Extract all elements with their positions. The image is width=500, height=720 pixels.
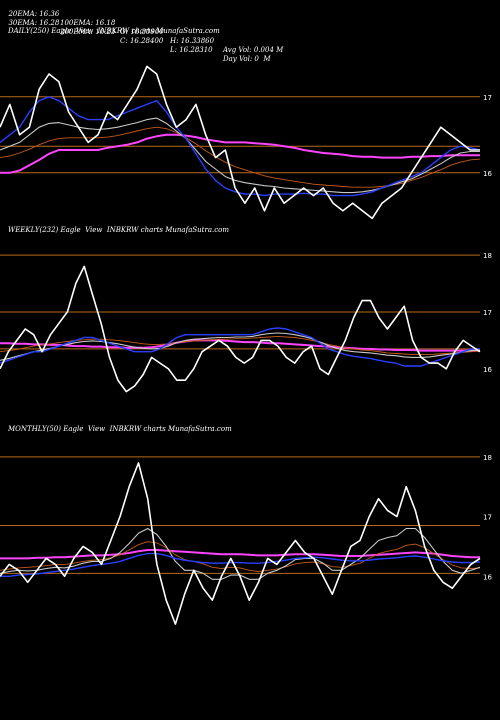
weekly-y-tick-label: 18	[483, 252, 492, 260]
weekly-ema-slow-line	[0, 335, 481, 356]
daily-ema-fast-line	[0, 96, 481, 197]
monthly-ema-fast-line	[0, 552, 481, 578]
ema20-readout: 20EMA: 16.36	[8, 10, 60, 18]
ema100-readout: 100EMA: 16.18	[60, 19, 116, 27]
ema200-readout: 200EMA: 16.23	[60, 28, 116, 36]
ema30-readout: 30EMA: 16.28	[8, 19, 60, 27]
monthly-chart-panel: 18 17 16	[0, 454, 492, 625]
open-readout: O: 16.30900	[120, 28, 164, 36]
weekly-ema-long-line	[0, 339, 480, 352]
weekly-price-line	[0, 265, 481, 393]
daily-panel-title: DAILY(250) Eagle View INBKRW charts Muna…	[8, 27, 220, 35]
weekly-panel-title: WEEKLY(232) Eagle View INBKRW charts Mun…	[8, 226, 229, 234]
daily-ema-long-line	[0, 133, 480, 174]
monthly-ema-long-line	[0, 549, 480, 560]
daily-ema-slow-line	[0, 126, 481, 188]
close-readout: C: 16.28400	[120, 37, 164, 45]
monthly-price-line	[0, 462, 481, 625]
monthly-y-tick-label: 17	[483, 514, 492, 522]
header-row-1: 20EMA: 16.36 100EMA: 16.18 O: 16.30900 H…	[4, 1, 283, 55]
daily-ema-mid-line	[0, 117, 480, 194]
monthly-ema-slow-line	[0, 541, 481, 572]
weekly-y-tick-label: 17	[483, 309, 492, 317]
high-readout: H: 16.33860	[170, 37, 215, 45]
daily-price-line	[0, 65, 480, 220]
weekly-y-tick-label: 16	[483, 366, 492, 374]
avg-vol-readout: Avg Vol: 0.004 M	[223, 46, 284, 54]
weekly-chart-panel: 18 17 16	[0, 252, 492, 393]
monthly-panel-title: MONTHLY(50) Eagle View INBKRW charts Mun…	[8, 425, 232, 433]
weekly-ema-mid-line	[0, 332, 481, 361]
daily-y-tick-label: 16	[483, 170, 492, 178]
day-vol-readout: Day Vol: 0 M	[223, 55, 271, 63]
low-readout: L: 16.28310	[170, 46, 213, 54]
weekly-ema-fast-line	[0, 327, 480, 367]
daily-y-tick-label: 17	[483, 94, 492, 102]
monthly-y-tick-label: 18	[483, 454, 492, 462]
header-row-2: 30EMA: 16.28 200EMA: 16.23 C: 16.28400 L…	[4, 10, 270, 64]
monthly-y-tick-label: 16	[483, 573, 492, 581]
